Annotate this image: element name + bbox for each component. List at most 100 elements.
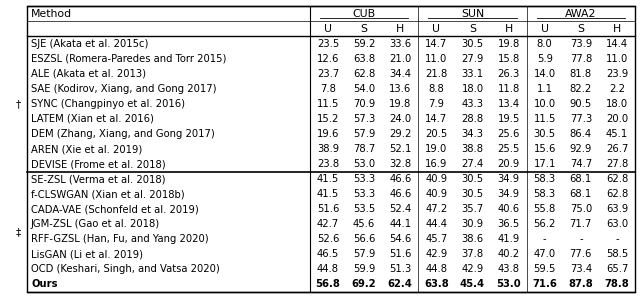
Text: 52.4: 52.4 [389, 204, 412, 214]
Text: 77.6: 77.6 [570, 249, 592, 259]
Text: 92.9: 92.9 [570, 144, 592, 154]
Text: 30.9: 30.9 [461, 219, 484, 229]
Text: 52.1: 52.1 [389, 144, 412, 154]
Text: 7.8: 7.8 [320, 84, 336, 94]
Text: 41.5: 41.5 [317, 189, 339, 199]
Text: Method: Method [31, 9, 72, 19]
Text: 53.5: 53.5 [353, 204, 375, 214]
Text: 57.9: 57.9 [353, 249, 375, 259]
Text: 43.8: 43.8 [498, 264, 520, 274]
Text: 8.0: 8.0 [537, 39, 552, 49]
Text: 14.0: 14.0 [534, 69, 556, 79]
Text: S: S [361, 24, 367, 33]
Text: 29.2: 29.2 [389, 129, 412, 139]
Text: U: U [324, 24, 332, 33]
Text: 23.9: 23.9 [606, 69, 628, 79]
Text: 56.2: 56.2 [534, 219, 556, 229]
Text: SJE (Akata et al. 2015c): SJE (Akata et al. 2015c) [31, 39, 148, 49]
Text: 77.3: 77.3 [570, 114, 592, 124]
Text: 17.1: 17.1 [534, 159, 556, 169]
Text: 45.7: 45.7 [425, 234, 447, 244]
Text: 78.7: 78.7 [353, 144, 375, 154]
Text: 44.4: 44.4 [426, 219, 447, 229]
Text: †: † [15, 99, 20, 109]
Text: 13.4: 13.4 [497, 99, 520, 109]
Text: 40.9: 40.9 [426, 174, 447, 184]
Text: 34.3: 34.3 [461, 129, 483, 139]
Text: -: - [543, 234, 547, 244]
Text: 56.8: 56.8 [316, 279, 340, 289]
Text: H: H [396, 24, 404, 33]
Text: 47.0: 47.0 [534, 249, 556, 259]
Text: 38.8: 38.8 [461, 144, 483, 154]
Text: 13.6: 13.6 [389, 84, 412, 94]
Text: 57.3: 57.3 [353, 114, 375, 124]
Text: JGM-ZSL (Gao et al. 2018): JGM-ZSL (Gao et al. 2018) [31, 219, 160, 229]
Text: 59.9: 59.9 [353, 264, 375, 274]
Text: 42.7: 42.7 [317, 219, 339, 229]
Text: 1.1: 1.1 [537, 84, 553, 94]
Text: SE-ZSL (Verma et al. 2018): SE-ZSL (Verma et al. 2018) [31, 174, 166, 184]
Text: SYNC (Changpinyo et al. 2016): SYNC (Changpinyo et al. 2016) [31, 99, 185, 109]
Text: 37.8: 37.8 [461, 249, 484, 259]
Text: 12.6: 12.6 [317, 54, 339, 64]
Text: 8.8: 8.8 [429, 84, 444, 94]
Text: 33.6: 33.6 [389, 39, 412, 49]
Text: ‡: ‡ [15, 227, 20, 237]
Text: U: U [541, 24, 548, 33]
Text: 51.3: 51.3 [389, 264, 412, 274]
Text: 14.7: 14.7 [425, 114, 447, 124]
Text: 19.8: 19.8 [389, 99, 412, 109]
Text: 11.5: 11.5 [534, 114, 556, 124]
Text: 7.9: 7.9 [428, 99, 444, 109]
Text: 2.2: 2.2 [609, 84, 625, 94]
Text: -: - [579, 234, 582, 244]
Text: 78.8: 78.8 [605, 279, 629, 289]
Text: 42.9: 42.9 [461, 264, 484, 274]
Text: 33.1: 33.1 [461, 69, 484, 79]
Text: 59.2: 59.2 [353, 39, 375, 49]
Text: 58.5: 58.5 [606, 249, 628, 259]
Text: 20.9: 20.9 [497, 159, 520, 169]
Text: 82.2: 82.2 [570, 84, 592, 94]
Text: OCD (Keshari, Singh, and Vatsa 2020): OCD (Keshari, Singh, and Vatsa 2020) [31, 264, 220, 274]
Text: 19.6: 19.6 [317, 129, 339, 139]
Text: 73.4: 73.4 [570, 264, 592, 274]
Text: 11.8: 11.8 [497, 84, 520, 94]
Text: 73.9: 73.9 [570, 39, 592, 49]
Text: 54.6: 54.6 [389, 234, 412, 244]
Text: 54.0: 54.0 [353, 84, 375, 94]
Text: 58.3: 58.3 [534, 174, 556, 184]
Text: 51.6: 51.6 [389, 249, 412, 259]
Text: 38.6: 38.6 [461, 234, 484, 244]
Text: 62.8: 62.8 [606, 189, 628, 199]
Text: 35.7: 35.7 [461, 204, 484, 214]
Text: 77.8: 77.8 [570, 54, 592, 64]
Text: U: U [433, 24, 440, 33]
Text: 21.0: 21.0 [389, 54, 412, 64]
Text: 21.8: 21.8 [425, 69, 447, 79]
Text: 46.5: 46.5 [317, 249, 339, 259]
Text: 59.5: 59.5 [534, 264, 556, 274]
Text: 32.8: 32.8 [389, 159, 412, 169]
Text: 19.0: 19.0 [425, 144, 447, 154]
Text: 26.7: 26.7 [605, 144, 628, 154]
Text: 34.9: 34.9 [497, 189, 520, 199]
Text: DEM (Zhang, Xiang, and Gong 2017): DEM (Zhang, Xiang, and Gong 2017) [31, 129, 215, 139]
Text: 86.4: 86.4 [570, 129, 592, 139]
Text: 10.0: 10.0 [534, 99, 556, 109]
Text: 45.6: 45.6 [353, 219, 375, 229]
Text: 30.5: 30.5 [534, 129, 556, 139]
Text: 47.2: 47.2 [425, 204, 447, 214]
Text: 30.5: 30.5 [461, 189, 484, 199]
Text: f-CLSWGAN (Xian et al. 2018b): f-CLSWGAN (Xian et al. 2018b) [31, 189, 184, 199]
Text: -: - [615, 234, 619, 244]
Text: 90.5: 90.5 [570, 99, 592, 109]
Text: 70.9: 70.9 [353, 99, 375, 109]
Text: 53.3: 53.3 [353, 189, 375, 199]
Text: 52.6: 52.6 [317, 234, 339, 244]
Text: 62.4: 62.4 [388, 279, 413, 289]
Text: 63.9: 63.9 [606, 204, 628, 214]
Text: RFF-GZSL (Han, Fu, and Yang 2020): RFF-GZSL (Han, Fu, and Yang 2020) [31, 234, 209, 244]
Text: 65.7: 65.7 [605, 264, 628, 274]
